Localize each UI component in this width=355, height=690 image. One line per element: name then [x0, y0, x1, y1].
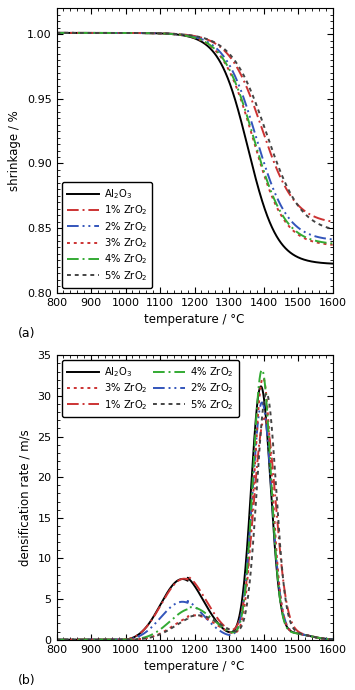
Text: (b): (b) — [18, 674, 36, 687]
Text: (a): (a) — [18, 327, 36, 339]
X-axis label: temperature / °C: temperature / °C — [144, 313, 245, 326]
Y-axis label: shrinkage / %: shrinkage / % — [8, 110, 21, 191]
Legend: Al$_2$O$_3$, 1% ZrO$_2$, 2% ZrO$_2$, 3% ZrO$_2$, 4% ZrO$_2$, 5% ZrO$_2$: Al$_2$O$_3$, 1% ZrO$_2$, 2% ZrO$_2$, 3% … — [61, 182, 152, 288]
X-axis label: temperature / °C: temperature / °C — [144, 660, 245, 673]
Y-axis label: densification rate / m/s: densification rate / m/s — [19, 429, 32, 566]
Legend: Al$_2$O$_3$, 3% ZrO$_2$, 1% ZrO$_2$, 4% ZrO$_2$, 2% ZrO$_2$, 5% ZrO$_2$: Al$_2$O$_3$, 3% ZrO$_2$, 1% ZrO$_2$, 4% … — [61, 360, 239, 417]
